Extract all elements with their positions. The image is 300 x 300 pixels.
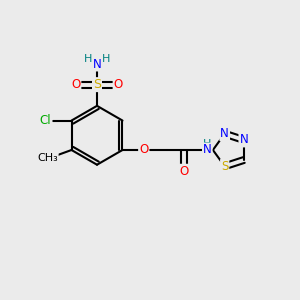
Text: N: N — [203, 143, 212, 157]
Text: S: S — [93, 78, 101, 91]
Text: CH₃: CH₃ — [37, 153, 58, 163]
Text: Cl: Cl — [40, 114, 51, 127]
Text: N: N — [239, 134, 248, 146]
Text: O: O — [114, 78, 123, 91]
Text: O: O — [139, 143, 148, 157]
Text: O: O — [71, 78, 80, 91]
Text: S: S — [221, 160, 228, 173]
Text: N: N — [220, 127, 229, 140]
Text: H: H — [203, 139, 212, 148]
Text: N: N — [93, 58, 101, 70]
Text: H: H — [102, 54, 111, 64]
Text: O: O — [180, 165, 189, 178]
Text: H: H — [83, 54, 92, 64]
